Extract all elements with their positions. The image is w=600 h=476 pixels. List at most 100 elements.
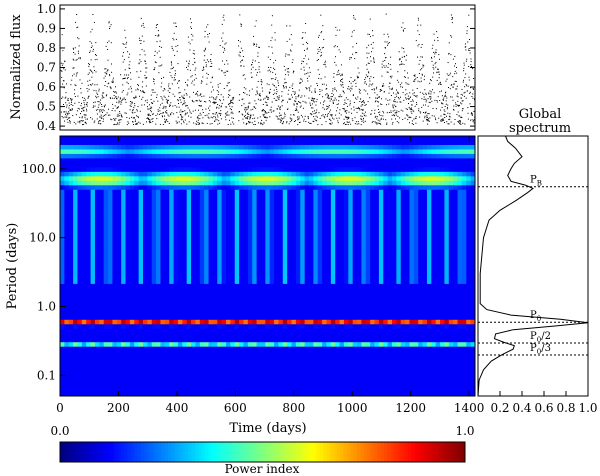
wavelet-cell (365, 185, 371, 191)
wavelet-cell (147, 185, 153, 191)
light-curve-point (258, 94, 260, 96)
wavelet-cell (177, 185, 183, 191)
wavelet-cell (86, 221, 91, 227)
wavelet-cell (309, 140, 314, 146)
wavelet-cell (361, 230, 367, 236)
light-curve-point (228, 82, 230, 84)
wavelet-cell (400, 198, 406, 204)
light-curve-point (288, 68, 289, 70)
light-curve-point (86, 102, 88, 103)
wavelet-cell (156, 136, 161, 141)
wavelet-cell (339, 207, 345, 213)
wavelet-cell (400, 234, 406, 240)
light-curve-point (361, 120, 363, 122)
light-curve-point (441, 103, 443, 105)
wavelet-cell (134, 162, 140, 168)
light-curve-point (225, 42, 227, 44)
wavelet-cell (226, 171, 231, 177)
wavelet-cell (453, 153, 458, 159)
light-curve-point (82, 124, 83, 126)
light-curve-point (79, 120, 80, 122)
light-curve-point (71, 79, 73, 81)
light-curve-point (383, 85, 385, 87)
light-curve-point (341, 73, 343, 75)
wavelet-cell (212, 149, 218, 155)
wavelet-cell (322, 198, 327, 204)
wavelet-cell (426, 234, 432, 240)
light-curve-point (399, 58, 401, 60)
light-curve-point (181, 110, 183, 112)
light-curve-point (274, 32, 276, 34)
wavelet-cell (73, 140, 78, 146)
wavelet-cell (265, 153, 271, 159)
light-curve-point (195, 100, 197, 102)
wavelet-cell (374, 207, 380, 213)
wavelet-cell (121, 230, 126, 236)
light-curve-point (338, 117, 340, 119)
light-curve-point (373, 58, 375, 60)
wavelet-cell (217, 221, 223, 227)
light-curve-point (164, 121, 166, 123)
wavelet-cell (212, 167, 218, 173)
light-curve-point (75, 114, 77, 116)
light-curve-point (95, 90, 97, 92)
light-curve-point (128, 56, 130, 58)
wavelet-cell (326, 167, 332, 173)
light-curve-point (145, 71, 147, 73)
light-curve-point (367, 101, 369, 103)
wavelet-cell (77, 180, 83, 186)
wavelet-cell (164, 230, 170, 236)
wavelet-cell (365, 207, 371, 213)
wavelet-cell (247, 180, 253, 186)
wavelet-cell (413, 136, 419, 141)
light-curve-point (119, 121, 121, 123)
wavelet-cell (112, 212, 118, 218)
wavelet-cell (343, 230, 349, 236)
light-curve-point (83, 100, 85, 102)
light-curve-point (187, 79, 189, 81)
light-curve-point (120, 103, 122, 105)
wavelet-cell (300, 216, 306, 222)
light-curve-point (337, 122, 339, 124)
wavelet-cell (431, 198, 437, 204)
wavelet-cell (400, 216, 406, 222)
wavelet-cell (195, 149, 201, 155)
wavelet-cell (204, 189, 209, 195)
wavelet-cell (221, 140, 227, 146)
light-curve-point (404, 70, 406, 72)
wavelet-cell (129, 171, 135, 177)
wavelet-cell (461, 140, 467, 146)
light-curve-point (158, 35, 160, 37)
light-curve-point (288, 89, 290, 91)
light-curve-point (67, 99, 68, 101)
wavelet-cell (304, 203, 310, 209)
wavelet-cell (243, 203, 249, 209)
wavelet-cell (138, 212, 144, 218)
wavelet-cell (234, 207, 240, 213)
light-curve-point (360, 98, 362, 100)
wavelet-cell (309, 243, 314, 249)
wavelet-cell (309, 167, 314, 173)
wavelet-cell (405, 140, 410, 146)
light-curve-point (336, 104, 338, 105)
wavelet-cell (322, 225, 327, 231)
wavelet-cell (182, 198, 188, 204)
light-curve-point (413, 80, 415, 82)
wavelet-cell (129, 225, 135, 231)
wavelet-cell (295, 149, 301, 155)
light-curve-point (151, 113, 153, 115)
wavelet-cell (64, 198, 70, 204)
wavelet-cell (282, 140, 288, 146)
light-curve-point (282, 85, 284, 86)
light-curve-point (96, 92, 98, 94)
wavelet-cell (448, 149, 454, 155)
light-curve-point (398, 59, 400, 61)
light-curve-point (413, 110, 415, 112)
wavelet-cell (317, 225, 323, 231)
light-curve-point (169, 105, 170, 107)
wavelet-cell (453, 221, 458, 227)
wavelet-cell (112, 239, 118, 244)
light-curve-point (444, 110, 446, 112)
wavelet-cell (287, 189, 292, 195)
light-curve-point (123, 59, 125, 61)
